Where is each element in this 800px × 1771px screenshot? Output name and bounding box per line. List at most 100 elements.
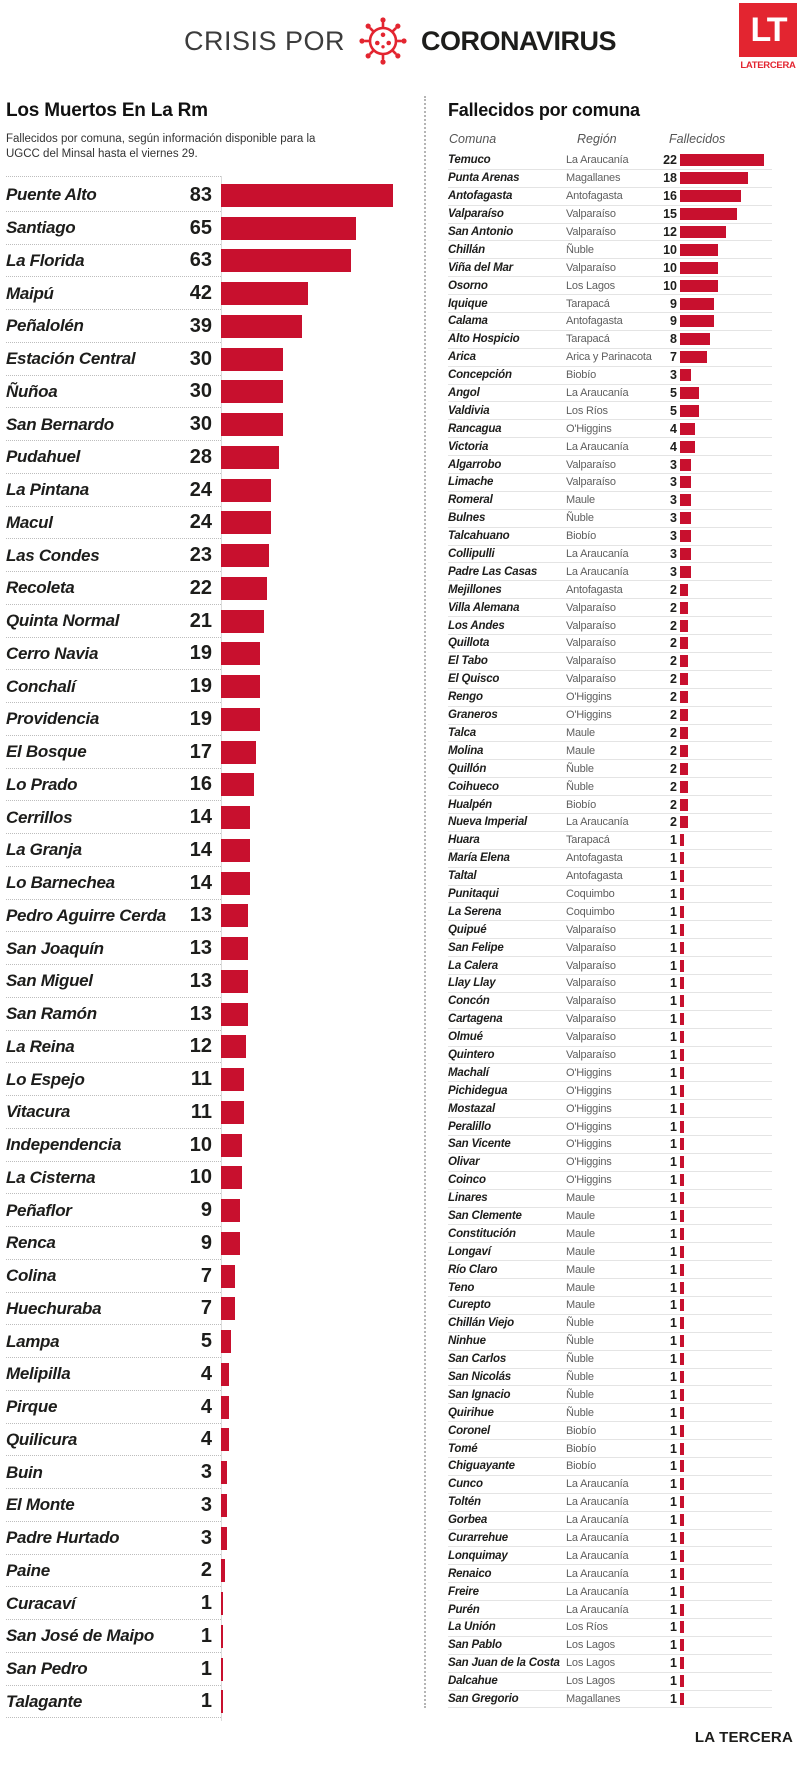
rm-row: Maipú 42 <box>6 277 420 310</box>
region-label: Ñuble <box>566 1406 594 1419</box>
comuna-label: Lo Barnechea <box>6 873 115 893</box>
deaths-value: 1 <box>670 1047 677 1062</box>
deaths-bar <box>680 1442 684 1455</box>
deaths-value: 16 <box>663 189 677 204</box>
rm-row: Buin 3 <box>6 1456 420 1489</box>
deaths-bar <box>680 565 692 578</box>
comuna-table-row: San Felipe Valparaíso 1 <box>448 939 772 958</box>
comuna-label: Valparaíso <box>448 208 504 221</box>
region-label: Antofagasta <box>566 583 623 596</box>
deaths-bar <box>680 1048 684 1061</box>
rm-row: Macul 24 <box>6 507 420 540</box>
deaths-bar <box>221 740 257 764</box>
deaths-bar <box>680 190 741 203</box>
comuna-table-row: Llay Llay Valparaíso 1 <box>448 975 772 993</box>
comuna-label: Talagante <box>6 1691 83 1711</box>
deaths-value: 1 <box>670 1405 677 1420</box>
comuna-label: Pudahuel <box>6 447 81 467</box>
col-header-fallecidos: Fallecidos <box>669 132 726 146</box>
rm-row: Santiago 65 <box>6 212 420 245</box>
deaths-value: 2 <box>670 582 677 597</box>
deaths-value: 3 <box>670 529 677 544</box>
deaths-bar <box>221 937 248 961</box>
deaths-value: 1 <box>670 1441 677 1456</box>
deaths-bar <box>680 870 684 883</box>
deaths-bar <box>680 1567 684 1580</box>
region-label: La Araucanía <box>566 565 629 578</box>
comuna-label: Quirihue <box>448 1406 494 1419</box>
region-label: Valparaíso <box>566 476 616 489</box>
deaths-bar <box>221 1330 232 1354</box>
region-label: Coquimbo <box>566 905 615 918</box>
comuna-table-row: San Juan de la Costa Los Lagos 1 <box>448 1655 772 1673</box>
comuna-label: Angol <box>448 387 480 400</box>
deaths-bar <box>680 530 692 543</box>
region-label: Los Ríos <box>566 1621 608 1634</box>
deaths-bar <box>221 1100 244 1124</box>
deaths-value: 3 <box>200 1526 212 1549</box>
deaths-bar <box>680 422 696 435</box>
comuna-label: Calama <box>448 315 488 328</box>
deaths-bar <box>680 1156 684 1169</box>
deaths-bar <box>221 282 308 306</box>
deaths-value: 7 <box>670 350 677 365</box>
comuna-label: Quinta Normal <box>6 611 120 631</box>
region-label: Valparaíso <box>566 977 616 990</box>
deaths-value: 1 <box>670 1208 677 1223</box>
deaths-bar <box>221 1068 244 1092</box>
deaths-bar <box>680 1532 684 1545</box>
region-label: Ñuble <box>566 780 594 793</box>
deaths-bar <box>680 1371 684 1383</box>
deaths-value: 1 <box>670 1155 677 1170</box>
deaths-value: 3 <box>670 547 677 562</box>
comuna-label: Huara <box>448 834 480 847</box>
comuna-table-row: Renaico La Araucanía 1 <box>448 1565 772 1584</box>
deaths-bar <box>221 904 248 928</box>
comuna-table-row: Rancagua O'Higgins 4 <box>448 420 772 439</box>
comuna-label: Coronel <box>448 1424 491 1437</box>
region-label: Antofagasta <box>566 870 623 883</box>
deaths-bar <box>221 1657 224 1681</box>
comuna-table-row: Villa Alemana Valparaíso 2 <box>448 599 772 618</box>
deaths-bar <box>221 1133 242 1157</box>
region-label: La Araucanía <box>566 1603 629 1616</box>
deaths-value: 4 <box>670 439 677 454</box>
deaths-bar <box>680 1657 684 1670</box>
comuna-table-row: Cunco La Araucanía 1 <box>448 1476 772 1494</box>
deaths-value: 1 <box>670 1531 677 1546</box>
deaths-bar <box>680 512 692 525</box>
deaths-value: 14 <box>189 838 212 861</box>
comuna-label: Independencia <box>6 1135 122 1155</box>
deaths-bar <box>680 1192 684 1205</box>
deaths-value: 1 <box>670 994 677 1009</box>
deaths-bar <box>680 404 699 417</box>
comuna-table-row: Punta Arenas Magallanes 18 <box>448 170 772 188</box>
comuna-table-row: Machalí O'Higgins 1 <box>448 1064 772 1083</box>
deaths-value: 9 <box>670 296 677 311</box>
comuna-panel-title: Fallecidos por comuna <box>448 100 640 120</box>
rm-rows: Puente Alto 83 Santiago 65 La Florida 63 Maipú… <box>6 175 420 1721</box>
comuna-label: Coihueco <box>448 780 499 793</box>
deaths-bar <box>221 1526 228 1550</box>
comuna-label: Lo Prado <box>6 774 78 794</box>
region-label: Antofagasta <box>566 852 623 865</box>
region-label: Los Lagos <box>566 1657 615 1670</box>
deaths-bar <box>221 183 393 207</box>
comuna-label: Quillón <box>448 762 487 775</box>
deaths-value: 2 <box>670 725 677 740</box>
deaths-bar <box>221 609 265 633</box>
deaths-bar <box>221 216 356 240</box>
comuna-label: Chiguayante <box>448 1460 515 1473</box>
deaths-value: 10 <box>189 1133 212 1156</box>
comuna-table-row: Calama Antofagasta 9 <box>448 313 772 331</box>
region-label: Magallanes <box>566 172 621 185</box>
comuna-table-row: Chillán Viejo Ñuble 1 <box>448 1315 772 1333</box>
comuna-table-row: Graneros O'Higgins 2 <box>448 707 772 725</box>
deaths-value: 2 <box>670 743 677 758</box>
comuna-table-row: Mostazal O'Higgins 1 <box>448 1100 772 1119</box>
deaths-value: 23 <box>189 544 212 567</box>
region-label: Maule <box>566 744 595 757</box>
banner-kicker-bold: CORONAVIRUS <box>421 25 617 56</box>
comuna-table-row: El Tabo Valparaíso 2 <box>448 653 772 671</box>
deaths-bar <box>680 1639 684 1652</box>
